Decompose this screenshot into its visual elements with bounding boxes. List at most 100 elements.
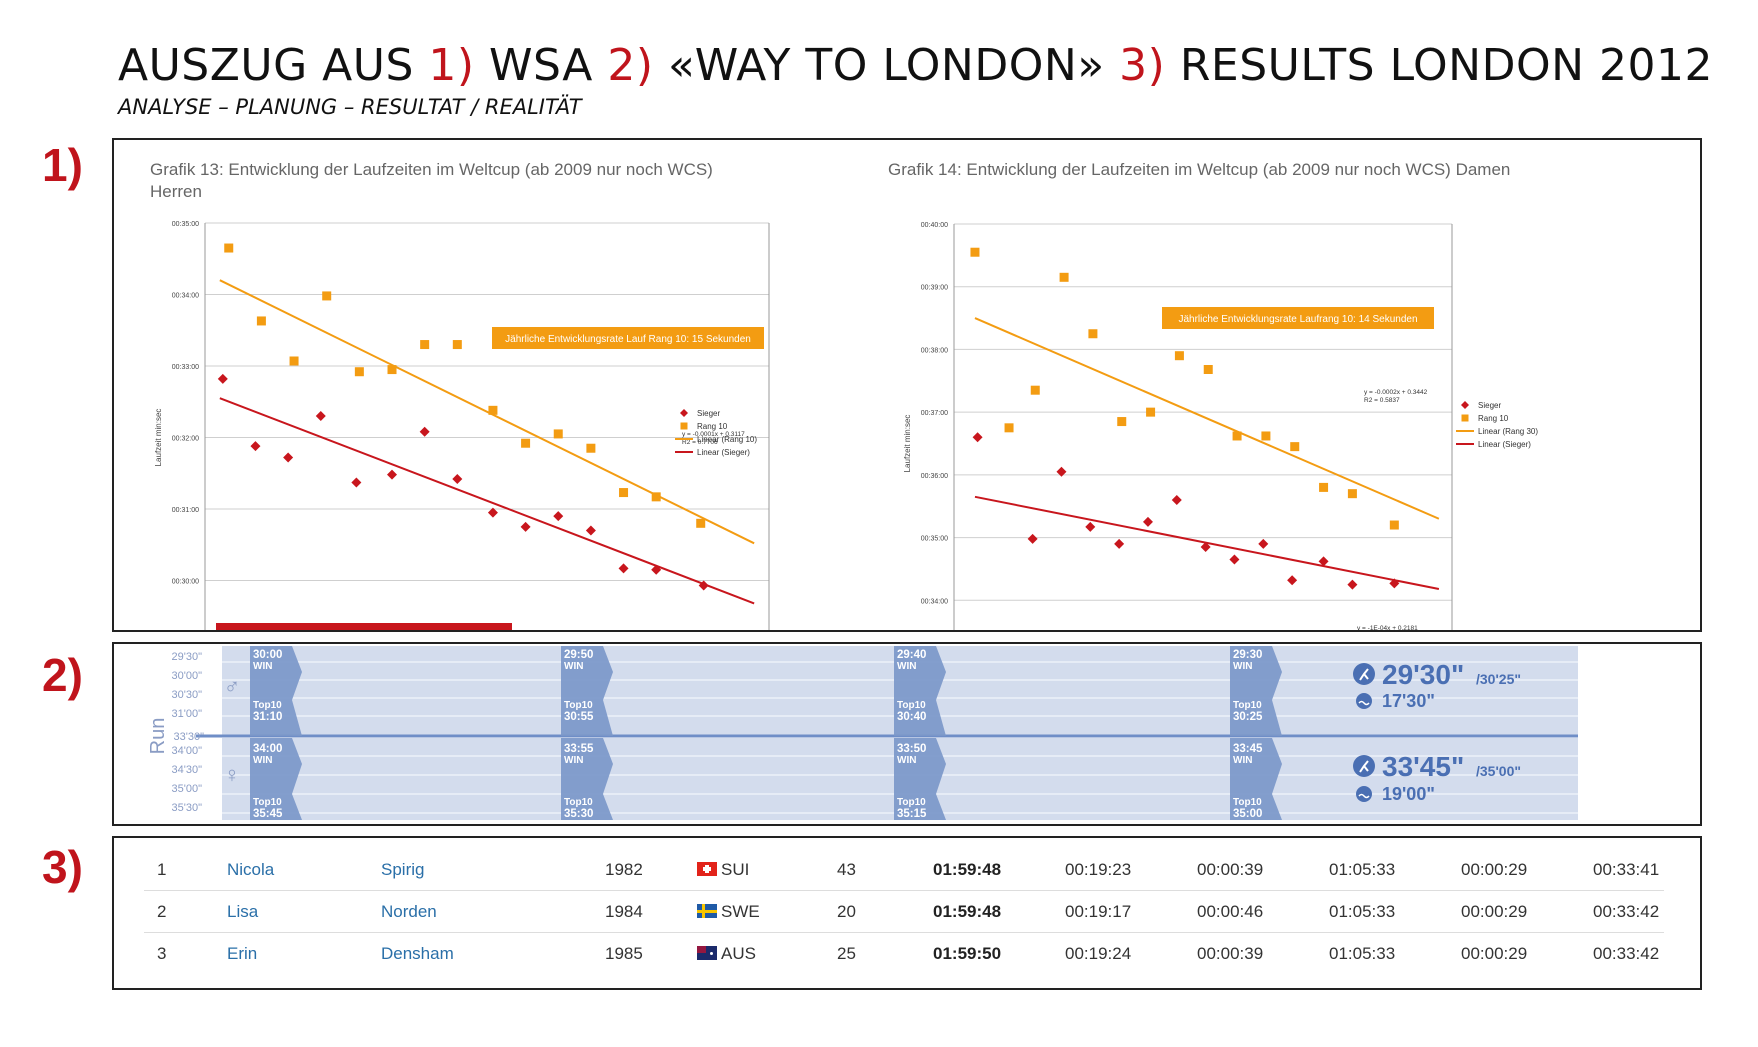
female-win-label: WIN — [897, 755, 916, 766]
cell-bike: 01:05:33 — [1329, 902, 1396, 921]
data-point-sieger — [520, 521, 531, 532]
data-point-rang — [696, 518, 706, 528]
data-point-rang — [1030, 385, 1040, 395]
legend-label: Linear (Sieger) — [697, 448, 750, 457]
cell-bike: 01:05:33 — [1329, 944, 1396, 963]
male-win-time: 29:40 — [897, 649, 926, 661]
way-to-london-panel: 29'30" 30'00" 30'30" 31'00" 34'00" 34'30" 35'0… — [112, 642, 1702, 826]
data-point-sieger — [351, 477, 362, 488]
male-win-label: WIN — [1233, 661, 1252, 672]
cell-last[interactable]: Densham — [381, 944, 454, 963]
data-point-rang — [651, 492, 661, 502]
y-tick-label: 00:40:00 — [921, 222, 948, 229]
trendline — [974, 317, 1440, 520]
cell-total: 01:59:48 — [933, 902, 1002, 921]
chart-13-title: Grafik 13: Entwicklung der Laufzeiten im… — [150, 160, 713, 201]
male-top-label: Top10 — [564, 700, 593, 711]
data-point-sieger — [1229, 554, 1240, 565]
column-male-2 — [561, 646, 613, 736]
female-tick-label: 35'00" — [172, 783, 203, 795]
cell-first[interactable]: Erin — [227, 944, 258, 963]
legend-label: Linear (Rang 10) — [697, 435, 757, 444]
y-tick-label: 00:34:00 — [172, 293, 199, 300]
rank-rate-box — [492, 327, 764, 349]
data-point-sieger — [1056, 466, 1067, 477]
y-tick-label: 00:33:00 — [172, 364, 199, 371]
female-win-label: WIN — [1233, 755, 1252, 766]
data-point-rang — [1117, 417, 1127, 427]
data-point-sieger — [1171, 494, 1182, 505]
female-top-label: Top10 — [897, 797, 926, 808]
female-win-time: 34:00 — [253, 743, 282, 755]
y-tick-label: 00:37:00 — [921, 410, 948, 417]
rank-rate-text: Jährliche Entwicklungsrate Laufrang 10: … — [1178, 314, 1417, 325]
legend-label: Sieger — [1478, 401, 1501, 410]
y-tick-label: 00:35:00 — [172, 221, 199, 228]
cell-country: SUI — [697, 860, 749, 880]
column-male-4 — [1230, 646, 1282, 736]
cell-swim: 00:19:23 — [1065, 860, 1132, 879]
female-win-time: 33:50 — [897, 743, 926, 755]
cell-total: 01:59:48 — [933, 860, 1002, 879]
results-table: 1 Nicola Spirig 1982 SUI 43 01:59:48 00:19:23 00… — [114, 838, 1700, 988]
data-point-sieger — [283, 452, 294, 463]
cell-swim: 00:19:17 — [1065, 902, 1132, 921]
chart-13: 00:29:0000:30:0000:31:0000:32:0000:33:00… — [154, 221, 770, 630]
cell-last[interactable]: Norden — [381, 902, 437, 921]
center-tick-label: 33'30" — [174, 731, 205, 743]
male-swim-target: 17'30" — [1382, 691, 1435, 711]
section-label-3: 3) — [42, 841, 83, 893]
chart-14-title: Grafik 14: Entwicklung der Laufzeiten im… — [888, 160, 1511, 179]
data-point-sieger — [250, 441, 261, 452]
cell-rank: 3 — [157, 944, 167, 963]
cell-t2: 00:00:29 — [1461, 860, 1528, 879]
female-win-time: 33:55 — [564, 743, 594, 755]
male-win-time: 29:30 — [1233, 649, 1262, 661]
data-point-rang — [289, 356, 299, 366]
equation-winner: y = -1E-04x + 0.2181 — [1357, 625, 1418, 630]
rank-rate-box — [1162, 307, 1434, 329]
female-run-icon-figure — [1359, 760, 1369, 773]
y-axis-label: Laufzeit min:sec — [903, 415, 912, 473]
data-point-sieger — [1258, 538, 1269, 549]
data-point-sieger — [1085, 521, 1096, 532]
cell-first[interactable]: Lisa — [227, 902, 259, 921]
page-title: AUSZUG AUS 1) WSA 2) «WAY TO LONDON» 3) … — [118, 40, 1713, 91]
data-point-rang — [586, 443, 596, 453]
male-win-time: 29:50 — [564, 649, 593, 661]
data-point-rang — [322, 291, 332, 301]
cell-run: 00:33:42 — [1593, 944, 1660, 963]
male-top-label: Top10 — [897, 700, 926, 711]
data-point-rang — [256, 316, 266, 326]
data-point-rang — [970, 247, 980, 257]
equation-rank: R2 = 0.7706 — [682, 439, 718, 446]
female-top-time: 35:30 — [564, 808, 593, 820]
legend-label: Linear (Sieger) — [1478, 440, 1531, 449]
data-point-rang — [1203, 364, 1213, 374]
cell-bib: 25 — [837, 944, 856, 963]
section-label-1: 1) — [42, 139, 83, 191]
chart-14: 00:33:0000:34:0000:35:0000:36:0000:37:00… — [903, 222, 1538, 630]
data-point-sieger — [1318, 556, 1329, 567]
legend-marker-sieger — [1461, 401, 1469, 409]
legend-label: Rang 10 — [1478, 414, 1509, 423]
winner-rate-box — [216, 623, 512, 630]
cell-last[interactable]: Spirig — [381, 860, 425, 879]
female-tick-label: 34'00" — [172, 745, 203, 757]
column-male-1 — [250, 646, 302, 736]
data-point-rang — [1004, 423, 1014, 433]
female-top-label: Top10 — [253, 797, 282, 808]
y-tick-label: 00:36:00 — [921, 473, 948, 480]
data-point-sieger — [698, 580, 709, 591]
data-point-rang — [1232, 431, 1242, 441]
male-top-label: Top10 — [1233, 700, 1262, 711]
data-point-rang — [488, 405, 498, 415]
female-swim-icon-wave — [1358, 793, 1370, 799]
data-point-rang — [1088, 329, 1098, 339]
page-subtitle: ANALYSE – PLANUNG – RESULTAT / REALITÄT — [118, 95, 582, 119]
cell-first[interactable]: Nicola — [227, 860, 275, 879]
data-point-sieger — [1200, 541, 1211, 552]
way-to-london-graphic: 29'30" 30'00" 30'30" 31'00" 34'00" 34'30" 35'0… — [147, 646, 1578, 820]
female-icon: ♀ — [224, 762, 241, 787]
cell-bike: 01:05:33 — [1329, 860, 1396, 879]
